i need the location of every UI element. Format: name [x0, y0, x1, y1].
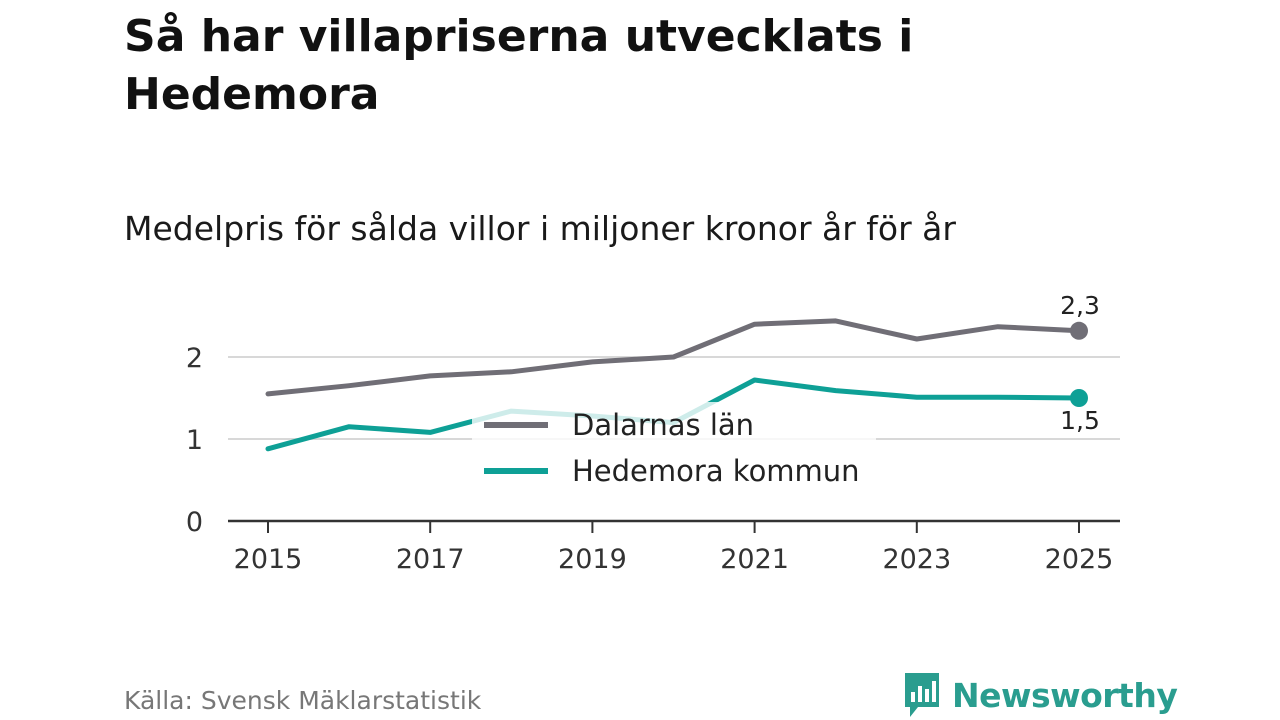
source-note: Källa: Svensk Mäklarstatistik — [124, 686, 482, 715]
end-label-dalarnas-lan: 2,3 — [1060, 291, 1100, 320]
y-tick-label-1: 1 — [186, 425, 203, 456]
end-point-dalarnas-lan — [1070, 321, 1088, 340]
x-tick-label-2015: 2015 — [234, 544, 303, 575]
line-chart: 0 1 2 2015 2017 2019 2021 2023 2025 Dalarnas län H… — [186, 291, 1120, 575]
x-tick-label-2019: 2019 — [558, 544, 627, 575]
x-tick-label-2025: 2025 — [1045, 544, 1114, 575]
x-tick-label-2017: 2017 — [396, 544, 465, 575]
newsworthy-chart-icon — [905, 673, 939, 717]
chart-title: Så har villapriserna utvecklats i Hedemo… — [124, 11, 914, 120]
legend-label-dalarnas-lan: Dalarnas län — [572, 408, 754, 442]
legend-label-hedemora-kommun: Hedemora kommun — [572, 454, 860, 488]
brand-name: Newsworthy — [952, 675, 1178, 715]
y-tick-label-2: 2 — [186, 343, 203, 374]
chart-subtitle: Medelpris för sålda villor i miljoner kr… — [124, 209, 956, 248]
brand-logo: Newsworthy — [902, 670, 1178, 720]
y-tick-label-0: 0 — [186, 507, 203, 538]
legend-background — [472, 402, 876, 496]
series-line-dalarnas-lan — [265, 318, 1082, 397]
end-label-hedemora-kommun: 1,5 — [1060, 406, 1100, 435]
x-tick-label-2021: 2021 — [720, 544, 789, 575]
x-tick-label-2023: 2023 — [882, 544, 951, 575]
end-point-hedemora-kommun — [1070, 389, 1088, 407]
